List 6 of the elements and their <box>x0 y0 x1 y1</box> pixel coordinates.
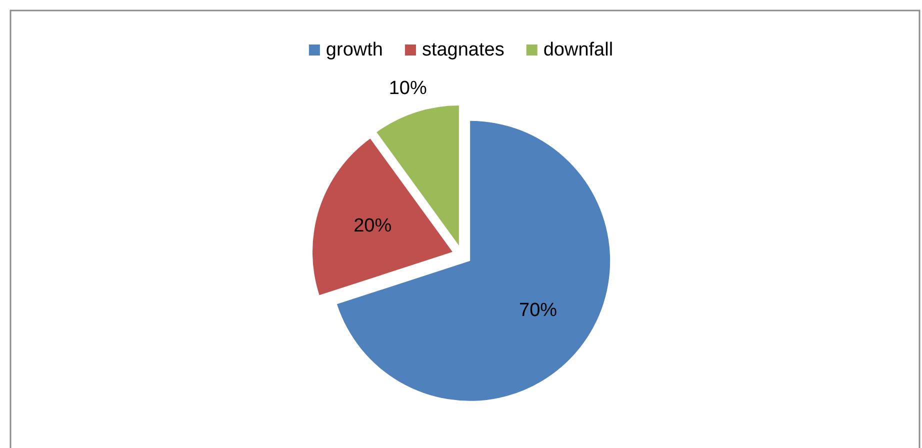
legend-label: growth <box>326 40 383 60</box>
data-label: 10% <box>388 78 427 99</box>
legend-label: downfall <box>543 40 614 60</box>
data-label: 70% <box>519 300 558 321</box>
data-label: 20% <box>354 215 392 236</box>
legend-label: stagnates <box>422 40 504 60</box>
